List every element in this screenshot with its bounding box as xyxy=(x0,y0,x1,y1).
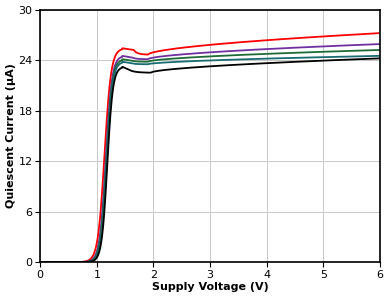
Y-axis label: Quiescent Current (μA): Quiescent Current (μA) xyxy=(5,63,16,208)
X-axis label: Supply Voltage (V): Supply Voltage (V) xyxy=(152,283,268,292)
